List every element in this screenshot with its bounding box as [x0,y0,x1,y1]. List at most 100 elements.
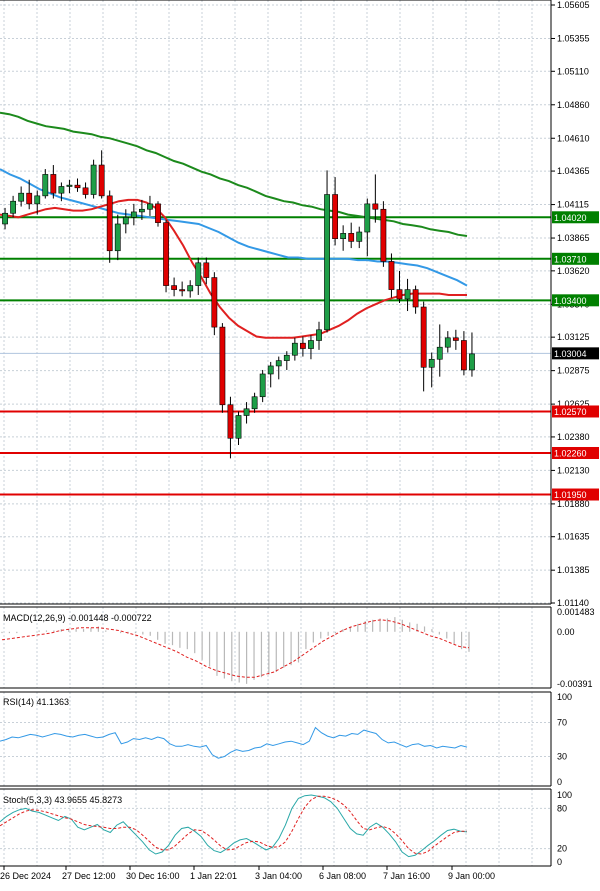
x-tick-label: 7 Jan 16:00 [383,871,430,881]
candle-bearish [348,233,355,242]
candle-bullish [324,194,330,331]
x-tick-label: 3 Jan 04:00 [255,871,302,881]
candle-bearish [332,194,338,240]
candle-bearish [299,342,306,349]
candle-bullish [283,354,290,361]
candle-bearish [412,289,419,308]
y-tick-label: 1.01140 [557,598,589,608]
candle-bearish [179,289,186,292]
candle-bullish [291,342,298,356]
rsi-label: RSI(14) 41.1363 [3,697,69,707]
candle-bullish [364,203,371,233]
stoch-y-tick-label: 80 [557,803,567,813]
price-level-label: 1.03710 [554,254,587,264]
moving-average-green [0,111,468,237]
candle-bullish [267,365,274,375]
price-level-badge [552,294,599,307]
candle-bearish [211,277,218,328]
candle-bullish [469,353,475,371]
candle-bearish [452,337,459,341]
y-tick-label: 1.04365 [557,166,590,176]
candle-bullish [436,346,443,360]
candle-bullish [114,223,121,252]
price-level-label: 1.04020 [554,213,587,223]
candle-bearish [219,326,226,406]
price-level-label: 1.02260 [554,448,587,458]
y-tick-label: 1.04610 [557,133,590,143]
candle-bearish [163,222,169,286]
candle-bearish [380,208,387,262]
candle-bullish [122,216,129,225]
current-price-badge [552,347,599,360]
candle-bullish [259,373,266,398]
candle-bullish [404,289,411,300]
macd-label: MACD(12,26,9) -0.001448 -0.000722 [3,613,152,623]
y-tick-label: 1.01880 [557,499,590,509]
candle-bullish [356,231,363,242]
stoch-label: Stoch(5,3,3) 43.9655 45.8273 [3,795,122,805]
candle-bullish [42,174,49,197]
candle-bullish [428,358,435,368]
y-tick-label: 1.05605 [557,0,590,10]
y-tick-label: 1.05355 [557,33,590,43]
y-tick-label: 1.02875 [557,366,590,376]
candle-bearish [420,306,427,368]
price-level-label: 1.01950 [554,490,587,500]
candle-bullish [10,200,16,214]
current-price-label: 1.03004 [554,349,587,359]
y-tick-label: 1.04860 [557,100,590,110]
macd-y-tick-label: 0.001483 [557,607,595,617]
stoch-y-tick-label: 100 [557,790,572,800]
candle-bullish [243,408,250,416]
candle-bullish [58,186,65,194]
y-tick-label: 1.05110 [557,66,589,76]
stoch-y-tick-label: 0 [557,857,562,867]
candle-bullish [18,192,25,202]
candle-bearish [155,203,161,223]
y-tick-label: 1.01635 [557,532,590,542]
y-tick-label: 1.01385 [557,565,590,575]
candle-bullish [316,329,322,341]
candle-bullish [2,212,8,225]
price-level-badge [552,252,599,265]
x-tick-label: 26 Dec 2024 [0,871,51,881]
y-tick-label: 1.02130 [557,465,590,475]
y-tick-label: 1.04115 [557,200,589,210]
price-level-label: 1.02570 [554,407,587,417]
candle-bullish [90,164,97,195]
y-tick-label: 1.03865 [557,233,590,243]
y-tick-label: 1.03125 [557,332,590,342]
price-level-badge [552,211,599,224]
candle-bearish [460,340,467,371]
stoch-k-line [0,794,468,858]
candle-bearish [50,174,57,194]
candle-bearish [106,195,113,252]
price-level-badge [552,446,599,459]
candle-bearish [98,164,105,197]
price-level-badge [552,405,599,418]
rsi-y-tick-label: 30 [557,752,567,762]
candle-bullish [66,184,73,187]
price-level-badge [552,488,599,501]
candle-bullish [139,208,145,213]
y-tick-label: 1.02380 [557,432,590,442]
macd-y-tick-label: 0.00 [557,627,575,637]
candle-bearish [227,404,234,439]
candle-bearish [74,184,81,189]
rsi-y-tick-label: 0 [557,777,562,787]
candle-bullish [235,415,242,439]
rsi-y-tick-label: 70 [557,718,567,728]
x-tick-label: 9 Jan 00:00 [448,871,495,881]
candle-bearish [388,261,395,290]
candle-bearish [82,187,89,195]
x-tick-label: 30 Dec 16:00 [126,871,180,881]
candle-bullish [340,233,347,240]
x-tick-label: 27 Dec 12:00 [62,871,116,881]
candle-bullish [275,360,282,367]
candle-bullish [147,203,153,210]
moving-average-red [0,198,467,339]
candle-bearish [26,192,33,205]
candle-bullish [130,211,137,218]
